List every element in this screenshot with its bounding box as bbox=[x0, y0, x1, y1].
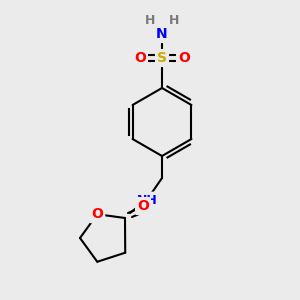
Text: N: N bbox=[156, 27, 168, 41]
Text: O: O bbox=[178, 51, 190, 65]
Text: NH: NH bbox=[136, 194, 158, 206]
Text: O: O bbox=[134, 51, 146, 65]
Text: H: H bbox=[169, 14, 179, 26]
Text: H: H bbox=[145, 14, 155, 26]
Text: O: O bbox=[137, 199, 149, 213]
Text: O: O bbox=[91, 207, 103, 221]
Text: S: S bbox=[157, 51, 167, 65]
